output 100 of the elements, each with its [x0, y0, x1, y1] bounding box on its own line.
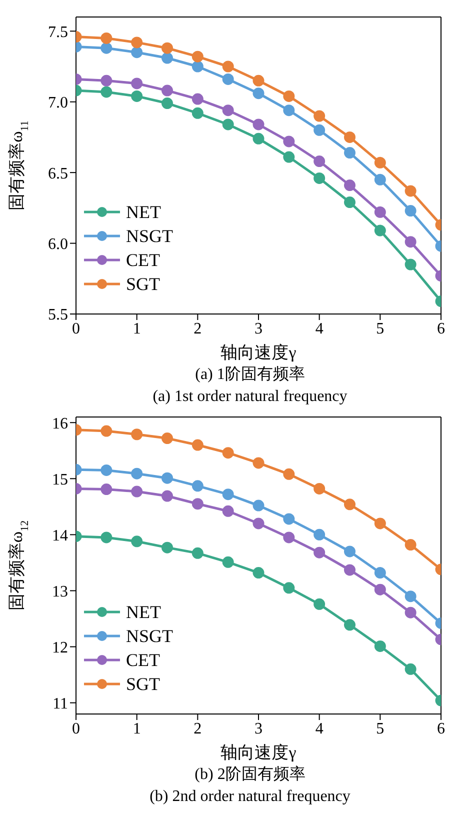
point: [314, 156, 326, 168]
point: [131, 36, 143, 48]
legend-label: NSGT: [126, 225, 174, 248]
point: [222, 118, 234, 130]
text: (a) 1阶固有频率: [194, 364, 306, 385]
point: [374, 567, 386, 579]
point: [404, 185, 416, 197]
point: [344, 498, 356, 510]
x-tick-label: 4: [315, 320, 324, 338]
x-tick-label: 0: [72, 720, 80, 738]
y-tick-label: 11: [52, 695, 68, 712]
point: [252, 518, 264, 530]
point: [404, 205, 416, 217]
legend-label: NET: [126, 201, 161, 224]
x-tick-label: 0: [72, 320, 80, 338]
point: [314, 482, 326, 494]
point: [131, 468, 143, 480]
point: [192, 547, 204, 559]
point: [252, 500, 264, 512]
point: [222, 447, 234, 459]
point: [162, 52, 173, 64]
point: [314, 110, 326, 122]
x-axis-title: 轴向速度γ: [220, 343, 297, 362]
point: [374, 224, 386, 236]
point: [162, 98, 173, 110]
point: [100, 74, 112, 86]
point: [283, 513, 295, 525]
y-tick-label: 7.5: [48, 24, 68, 41]
point: [222, 505, 234, 517]
point: [374, 156, 386, 168]
x-tick-label: 1: [132, 320, 141, 338]
point: [344, 131, 356, 143]
point: [344, 196, 356, 208]
point: [252, 118, 264, 130]
point: [252, 567, 264, 579]
y-tick-label: 15: [52, 471, 68, 488]
point: [374, 584, 386, 596]
x-tick-label: 6: [437, 720, 445, 738]
legend-label: CET: [126, 649, 160, 672]
y-tick-label: 6.5: [48, 165, 68, 182]
point: [222, 488, 234, 500]
point: [100, 464, 112, 476]
point: [283, 90, 295, 102]
text: (b) 2阶固有频率: [194, 764, 306, 785]
point: [222, 60, 234, 72]
point: [252, 88, 264, 100]
point: [344, 546, 356, 558]
y-tick-label: 5.5: [48, 306, 68, 324]
point: [404, 663, 416, 675]
point: [374, 206, 386, 218]
point: [100, 42, 112, 54]
point: [283, 104, 295, 116]
legend-label: SGT: [126, 673, 160, 696]
point: [131, 486, 143, 498]
point: [283, 136, 295, 148]
text: (b) 2nd order natural frequency: [148, 787, 352, 807]
x-tick-label: 2: [194, 720, 202, 738]
point: [374, 640, 386, 652]
point: [131, 78, 143, 90]
point: [162, 84, 173, 96]
point: [162, 432, 173, 444]
point: [252, 74, 264, 86]
point: [192, 60, 204, 72]
point: [404, 606, 416, 618]
point: [162, 472, 173, 484]
point: [100, 32, 112, 44]
point: [283, 151, 295, 163]
point: [100, 86, 112, 98]
x-tick-label: 5: [376, 320, 384, 338]
point: [192, 439, 204, 451]
point: [283, 468, 295, 480]
point: [222, 73, 234, 85]
y-tick-label: 16: [52, 415, 68, 432]
point: [100, 532, 112, 544]
point: [131, 90, 143, 102]
point: [131, 428, 143, 440]
x-tick-label: 3: [254, 320, 262, 338]
point: [131, 536, 143, 548]
point: [374, 174, 386, 186]
point: [192, 498, 204, 510]
x-tick-label: 6: [437, 320, 445, 338]
point: [192, 107, 204, 119]
point: [344, 180, 356, 192]
point: [162, 542, 173, 554]
point: [222, 104, 234, 116]
point: [314, 124, 326, 136]
point: [314, 528, 326, 540]
x-tick-label: 4: [315, 720, 324, 738]
x-tick-label: 1: [132, 720, 141, 738]
point: [283, 532, 295, 544]
y-tick-label: 7.0: [48, 94, 68, 112]
x-tick-label: 3: [254, 720, 262, 738]
point: [162, 42, 173, 54]
point: [404, 236, 416, 248]
point: [283, 582, 295, 594]
y-tick-label: 14: [52, 527, 68, 544]
point: [192, 50, 204, 62]
y-tick-label: 12: [52, 639, 68, 656]
point: [404, 590, 416, 602]
point: [100, 425, 112, 437]
